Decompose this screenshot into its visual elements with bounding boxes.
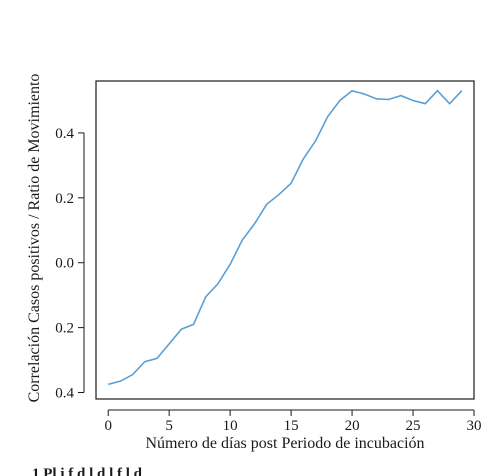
y-tick-label: 0.2	[55, 191, 74, 207]
y-tick-label: 0.0	[55, 256, 74, 272]
y-axis: 0.4 0.2 0.0 0.2 0.4	[55, 126, 85, 402]
y-axis-title: Correlación Casos positivos / Ratio de M…	[26, 74, 43, 403]
y-tick-label: 0.4	[55, 386, 74, 402]
x-tick-label: 0	[104, 418, 112, 434]
x-axis: 0 5 10 15 20 25 30	[104, 409, 482, 434]
x-tick-label: 30	[467, 418, 482, 434]
x-axis-title: Número de días post Periodo de incubació…	[145, 435, 424, 452]
series-line	[107, 89, 463, 386]
y-tick-label: 0.4	[55, 126, 74, 142]
x-tick-label: 10	[223, 418, 238, 434]
x-tick-label: 15	[284, 418, 299, 434]
x-tick-label: 25	[406, 418, 421, 434]
figure-caption-fragment: 1 Pl i f d l d l f l d	[32, 466, 143, 476]
x-tick-label: 20	[345, 418, 360, 434]
x-tick-label: 5	[165, 418, 173, 434]
plot-frame	[95, 80, 475, 400]
y-tick-label: 0.2	[55, 321, 74, 337]
